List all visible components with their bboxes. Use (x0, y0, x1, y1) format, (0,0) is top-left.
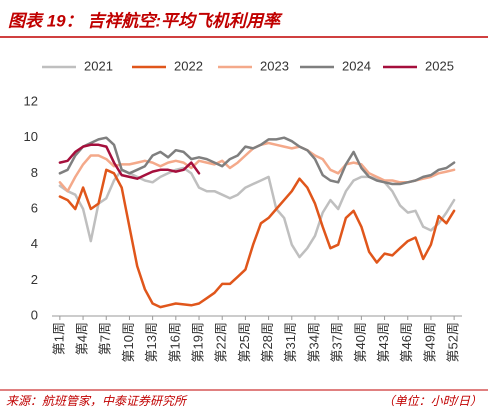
x-tick-label: 第13周 (144, 322, 159, 362)
source: 来源：航班管家，中泰证券研究所 (6, 394, 188, 408)
x-tick-label: 第37周 (330, 322, 345, 362)
x-tick-label: 第19周 (190, 322, 205, 362)
unit-note: （单位：小时/日） (383, 394, 482, 408)
y-tick-label: 4 (31, 236, 38, 251)
x-tick-label: 第10周 (121, 322, 136, 362)
series-line (58, 168, 456, 309)
legend-label: 2021 (84, 58, 113, 73)
x-tick-label: 第31周 (283, 322, 298, 362)
legend-label: 2023 (260, 58, 289, 73)
x-tick-label: 第46周 (399, 322, 414, 362)
y-tick-label: 8 (31, 165, 38, 180)
x-tick-label: 第4周 (74, 322, 89, 355)
legend-label: 2022 (174, 58, 203, 73)
y-tick-label: 10 (24, 129, 38, 144)
y-tick-label: 2 (31, 272, 38, 287)
x-tick-label: 第40周 (353, 322, 368, 362)
x-tick-label: 第7周 (98, 322, 113, 355)
x-tick-label: 第25周 (237, 322, 252, 362)
x-tick-label: 第52周 (446, 322, 461, 362)
legend-label: 2025 (425, 58, 454, 73)
y-tick-label: 12 (24, 93, 38, 108)
x-tick-label: 第43周 (376, 322, 391, 362)
x-tick-label: 第28周 (260, 322, 275, 362)
x-tick-label: 第34周 (306, 322, 321, 362)
x-tick-label: 第22周 (214, 322, 229, 362)
x-tick-label: 第49周 (422, 322, 437, 362)
y-tick-label: 6 (31, 200, 38, 215)
x-tick-label: 第16周 (167, 322, 182, 362)
legend-label: 2024 (342, 58, 371, 73)
series-line (58, 143, 201, 180)
chart-title: 图表 19： 吉祥航空:平均飞机利用率 (8, 11, 283, 30)
x-tick-label: 第1周 (51, 322, 66, 355)
series-line (58, 136, 456, 186)
y-tick-label: 0 (31, 307, 38, 322)
